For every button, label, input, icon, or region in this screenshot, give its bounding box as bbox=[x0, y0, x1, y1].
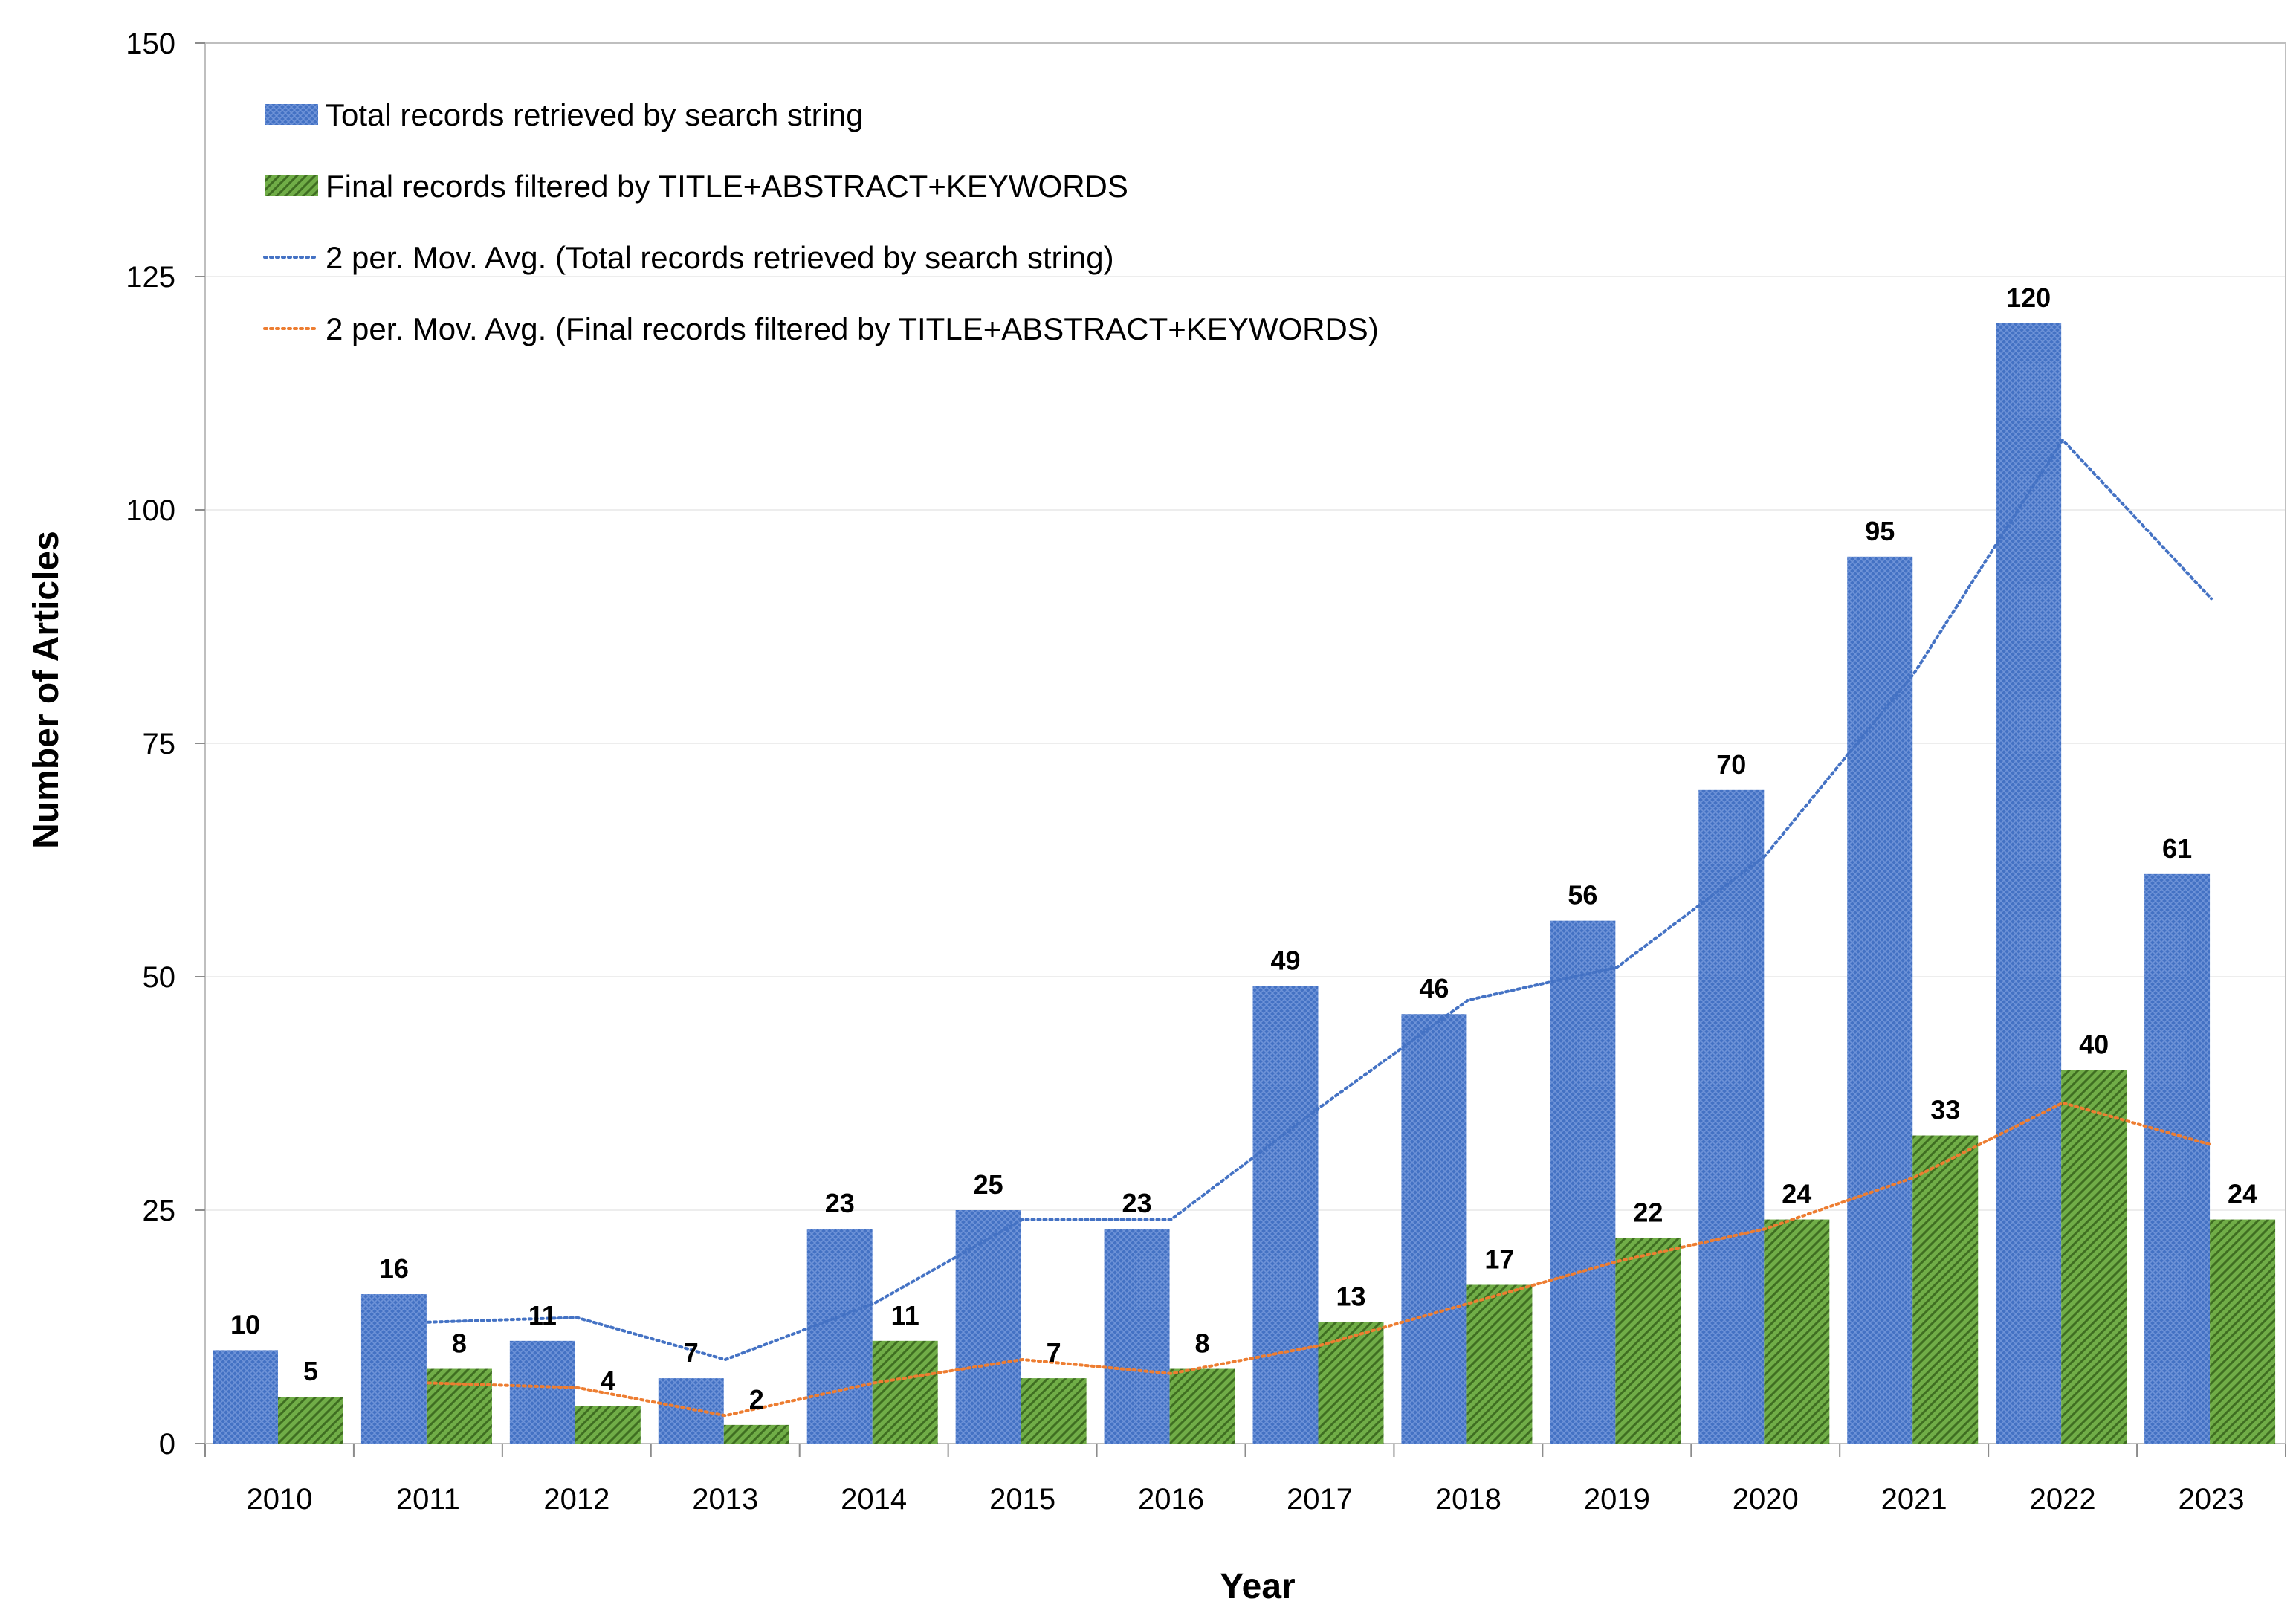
data-label: 7 bbox=[684, 1337, 699, 1368]
bar-final-2018 bbox=[1466, 1284, 1533, 1444]
data-label: 24 bbox=[1782, 1179, 1811, 1209]
bar-total-2021 bbox=[1847, 556, 1913, 1444]
x-axis-title: Year bbox=[1220, 1567, 1295, 1606]
data-label: 25 bbox=[974, 1169, 1003, 1200]
legend-label: Final records filtered by TITLE+ABSTRACT… bbox=[326, 169, 1128, 204]
bar-final-2010 bbox=[278, 1397, 343, 1444]
data-label: 7 bbox=[1047, 1337, 1061, 1368]
x-tick-label: 2021 bbox=[1881, 1483, 1947, 1516]
bar-final-2011 bbox=[426, 1368, 492, 1444]
legend-label: Total records retrieved by search string bbox=[326, 97, 864, 132]
y-tick-label: 75 bbox=[143, 728, 176, 760]
bar-total-2019 bbox=[1550, 920, 1616, 1444]
trendline-marks bbox=[426, 437, 2213, 1418]
bar-total-2015 bbox=[955, 1210, 1021, 1444]
x-tick-label: 2016 bbox=[1138, 1483, 1204, 1516]
data-label: 95 bbox=[1865, 516, 1895, 546]
x-tick-label: 2017 bbox=[1287, 1483, 1353, 1516]
bar-final-2017 bbox=[1318, 1322, 1384, 1444]
x-axis: 2010 2011 2012 2013 2014 2015 2016 2017 2018 2019… bbox=[204, 1444, 2286, 1516]
bar-total-2010 bbox=[213, 1350, 278, 1444]
bar-final-2014 bbox=[872, 1340, 938, 1444]
data-label: 10 bbox=[230, 1309, 260, 1339]
y-axis: 0 25 50 75 100 125 150 bbox=[126, 28, 205, 1461]
data-label: 22 bbox=[1633, 1198, 1663, 1228]
bar-final-2021 bbox=[1912, 1135, 1979, 1444]
legend-label: 2 per. Mov. Avg. (Total records retrieve… bbox=[326, 240, 1114, 275]
bar-final-2013 bbox=[723, 1424, 789, 1444]
x-tick-label: 2014 bbox=[841, 1483, 907, 1516]
data-label: 5 bbox=[303, 1356, 318, 1386]
data-label: 56 bbox=[1568, 880, 1597, 911]
bar-final-2020 bbox=[1764, 1219, 1830, 1444]
data-label: 8 bbox=[1195, 1328, 1210, 1359]
bar-total-2020 bbox=[1698, 789, 1765, 1444]
data-label: 2 bbox=[749, 1384, 764, 1415]
y-tick-label: 150 bbox=[126, 28, 175, 60]
data-label: 24 bbox=[2228, 1179, 2257, 1209]
bar-final-2019 bbox=[1615, 1238, 1681, 1444]
bar-total-2011 bbox=[360, 1294, 427, 1444]
bar-total-2016 bbox=[1104, 1229, 1170, 1444]
y-tick-label: 50 bbox=[143, 961, 176, 994]
legend-swatch bbox=[265, 104, 318, 125]
bar-final-2016 bbox=[1169, 1368, 1235, 1444]
data-label: 61 bbox=[2162, 833, 2192, 864]
y-axis-title: Number of Articles bbox=[27, 531, 66, 849]
y-tick-label: 25 bbox=[143, 1195, 176, 1227]
x-tick-label: 2011 bbox=[396, 1483, 460, 1516]
x-tick-label: 2022 bbox=[2030, 1483, 2096, 1516]
x-tick-label: 2013 bbox=[692, 1483, 758, 1516]
data-label: 4 bbox=[601, 1365, 615, 1396]
data-label: 46 bbox=[1419, 973, 1449, 1003]
bar-marks bbox=[213, 323, 2276, 1444]
data-label: 70 bbox=[1716, 749, 1746, 780]
x-tick-label: 2023 bbox=[2179, 1483, 2245, 1516]
bar-final-2023 bbox=[2210, 1219, 2276, 1444]
data-label: 23 bbox=[1122, 1188, 1152, 1218]
y-tick-label: 100 bbox=[126, 494, 175, 527]
bar-total-2022 bbox=[1996, 323, 2062, 1444]
x-tick-label: 2012 bbox=[543, 1483, 609, 1516]
data-label: 8 bbox=[452, 1328, 467, 1359]
data-label: 49 bbox=[1270, 946, 1300, 976]
data-label: 11 bbox=[891, 1300, 919, 1331]
x-tick-label: 2015 bbox=[989, 1483, 1055, 1516]
bar-final-2015 bbox=[1021, 1378, 1087, 1444]
x-tick-label: 2010 bbox=[246, 1483, 312, 1516]
data-labels: 10 16 11 7 23 25 23 49 46 56 70 95 120 61 5 8 4 2 11 7 8 13 17… bbox=[230, 282, 2257, 1415]
bar-total-2018 bbox=[1401, 1014, 1467, 1444]
data-label: 23 bbox=[825, 1188, 855, 1218]
data-label: 120 bbox=[2006, 282, 2051, 313]
x-tick-label: 2018 bbox=[1435, 1483, 1501, 1516]
bar-final-2022 bbox=[2061, 1070, 2127, 1444]
x-tick-label: 2020 bbox=[1733, 1483, 1799, 1516]
bar-total-2023 bbox=[2144, 873, 2211, 1444]
legend: Total records retrieved by search string… bbox=[263, 97, 1379, 346]
data-label: 16 bbox=[379, 1253, 409, 1284]
y-tick-label: 0 bbox=[159, 1428, 175, 1461]
bar-final-2012 bbox=[575, 1406, 641, 1444]
data-label: 11 bbox=[528, 1300, 557, 1331]
legend-swatch bbox=[265, 175, 318, 196]
data-label: 17 bbox=[1484, 1244, 1514, 1274]
bar-total-2014 bbox=[806, 1229, 873, 1444]
data-label: 33 bbox=[1930, 1095, 1960, 1125]
legend-label: 2 per. Mov. Avg. (Final records filtered… bbox=[326, 311, 1379, 346]
data-label: 13 bbox=[1336, 1282, 1365, 1312]
data-label: 40 bbox=[2079, 1030, 2109, 1060]
x-tick-label: 2019 bbox=[1584, 1483, 1650, 1516]
bar-total-2017 bbox=[1252, 986, 1319, 1444]
y-tick-label: 125 bbox=[126, 261, 175, 294]
moving-average-line-final bbox=[426, 1101, 2213, 1418]
bar-total-2012 bbox=[509, 1340, 575, 1444]
moving-average-line-total bbox=[426, 437, 2213, 1362]
bar-total-2013 bbox=[658, 1378, 724, 1444]
